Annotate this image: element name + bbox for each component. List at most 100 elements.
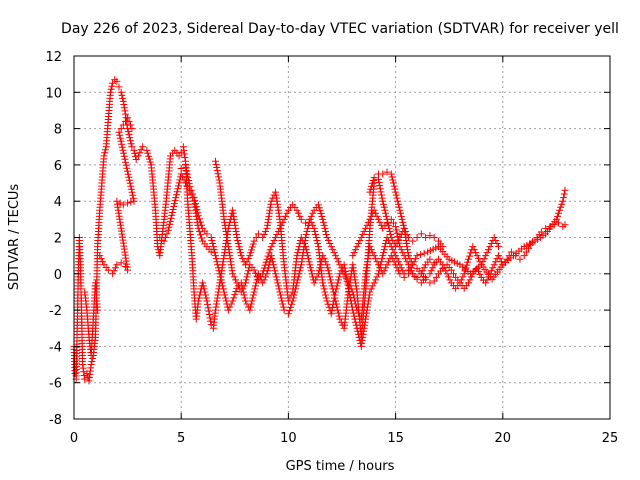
data-point-interp	[487, 267, 495, 275]
data-point	[486, 243, 494, 251]
data-point-interp	[144, 149, 152, 157]
data-point-interp	[195, 294, 203, 302]
data-point	[366, 288, 374, 296]
data-point-interp	[213, 163, 221, 171]
data-point-interp	[372, 255, 380, 263]
data-point	[310, 279, 318, 287]
data-point-interp	[279, 303, 287, 311]
data-point-interp	[273, 230, 281, 238]
data-point-interp	[432, 273, 440, 281]
data-point	[250, 288, 258, 296]
data-point-interp	[380, 246, 388, 254]
data-point	[190, 194, 198, 202]
data-point-interp	[260, 276, 268, 284]
data-point-interp	[373, 273, 381, 281]
grid-lines	[74, 56, 610, 419]
data-point-interp	[201, 288, 209, 296]
data-point-interp	[377, 258, 385, 266]
data-point-interp	[343, 278, 351, 286]
data-point	[374, 215, 382, 223]
data-point-interp	[243, 273, 251, 281]
data-point-interp	[196, 218, 204, 226]
data-point-interp	[329, 246, 337, 254]
data-point	[561, 221, 569, 229]
data-point-interp	[168, 208, 176, 216]
data-point	[456, 279, 464, 287]
data-point-interp	[384, 218, 392, 226]
data-point-interp	[120, 149, 128, 157]
data-point-interp	[297, 264, 305, 272]
data-point	[366, 243, 374, 251]
data-point-interp	[213, 258, 221, 266]
data-point-interp	[446, 276, 454, 284]
data-point	[404, 234, 412, 241]
data-point-interp	[209, 243, 217, 251]
data-point-interp	[252, 234, 260, 241]
data-point-interp	[444, 273, 452, 281]
data-point-interp	[373, 212, 381, 220]
data-point	[267, 252, 275, 260]
data-point-interp	[368, 179, 376, 187]
data-point-interp	[382, 212, 390, 220]
data-point-interp	[97, 255, 105, 263]
data-point-interp	[294, 273, 302, 281]
data-point-interp	[305, 258, 313, 266]
data-point	[379, 170, 387, 178]
data-point-interp	[394, 236, 402, 244]
data-point-interp	[198, 234, 206, 242]
data-point-interp	[268, 255, 276, 263]
data-point-interp	[275, 285, 283, 293]
data-point-interp	[122, 158, 130, 166]
data-point-interp	[128, 188, 136, 196]
data-point-interp	[389, 219, 397, 227]
data-point-interp	[127, 182, 135, 190]
data-point-interp	[440, 264, 448, 272]
data-point-interp	[341, 267, 349, 275]
data-point	[537, 228, 545, 236]
data-point-interp	[376, 185, 384, 193]
data-point	[507, 248, 515, 256]
data-point-interp	[191, 197, 199, 205]
data-point	[179, 143, 187, 151]
data-point	[319, 215, 327, 223]
data-point-interp	[234, 237, 242, 245]
data-point-interp	[185, 180, 193, 188]
data-point	[387, 170, 395, 178]
data-point	[383, 219, 391, 227]
data-point	[340, 261, 348, 269]
data-point-interp	[347, 297, 355, 305]
data-point-interp	[248, 243, 256, 251]
x-tick-label: 10	[280, 431, 297, 446]
data-point-interp	[334, 279, 342, 287]
data-point-interp	[318, 212, 326, 220]
data-point-interp	[419, 267, 427, 275]
data-point	[413, 234, 421, 241]
data-point-interp	[395, 239, 403, 247]
data-point-interp	[121, 107, 129, 115]
data-point-interp	[184, 173, 192, 181]
data-point	[473, 264, 481, 272]
data-point-interp	[352, 318, 360, 326]
data-point	[392, 252, 400, 260]
data-point-interp	[126, 137, 134, 145]
data-point	[561, 186, 569, 194]
data-point-interp	[397, 212, 405, 220]
data-point	[229, 297, 237, 305]
x-tick-label: 20	[495, 431, 512, 446]
data-point	[306, 215, 314, 223]
data-point-interp	[215, 173, 223, 181]
data-point-interp	[278, 297, 286, 305]
data-point-interp	[376, 182, 384, 190]
data-point	[503, 255, 511, 263]
data-point	[400, 224, 408, 232]
data-point	[430, 259, 438, 267]
data-point-interp	[208, 237, 216, 245]
data-point-interp	[269, 261, 277, 269]
data-point	[117, 259, 125, 267]
data-point-interp	[238, 282, 246, 290]
data-point-interp	[321, 224, 329, 232]
data-point	[374, 270, 382, 278]
data-point-interp	[359, 230, 367, 238]
data-point	[486, 270, 494, 278]
